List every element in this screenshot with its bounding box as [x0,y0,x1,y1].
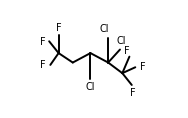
Text: F: F [124,46,130,56]
Text: Cl: Cl [100,25,109,34]
Text: F: F [40,38,46,47]
Text: F: F [139,62,145,72]
Text: Cl: Cl [116,36,126,46]
Text: F: F [56,23,61,33]
Text: F: F [130,88,136,98]
Text: Cl: Cl [86,82,95,92]
Text: F: F [40,60,46,70]
